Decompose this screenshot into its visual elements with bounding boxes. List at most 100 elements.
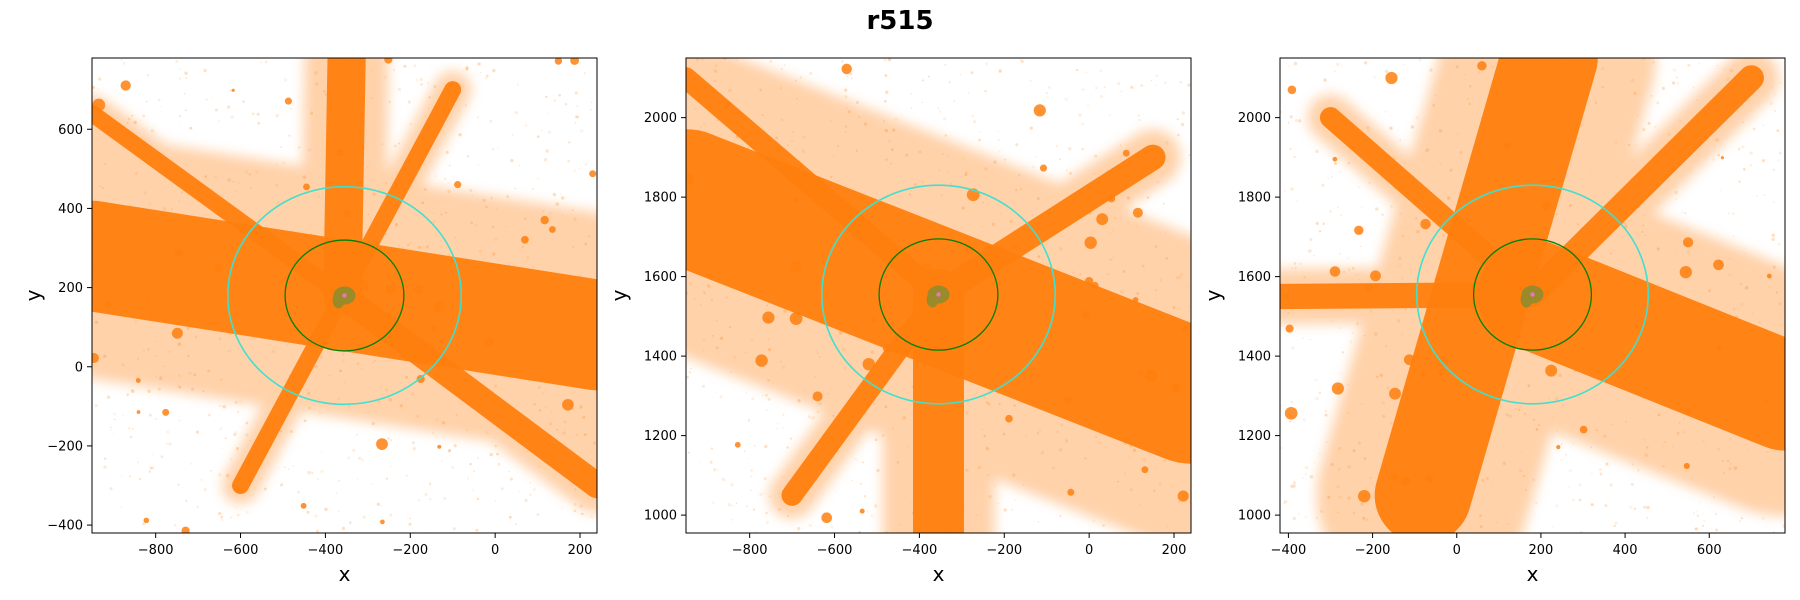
particle-point <box>765 393 768 397</box>
particle-point <box>179 68 181 70</box>
particle-point <box>284 466 286 468</box>
particle-point <box>1330 175 1334 178</box>
particle-point <box>1692 86 1695 89</box>
particle-point <box>1347 257 1349 259</box>
particle-point <box>1357 186 1361 189</box>
subhalo-clump <box>1385 71 1398 85</box>
particle-point <box>518 164 521 167</box>
particle-point <box>1755 195 1758 198</box>
particle-point <box>1315 516 1319 520</box>
particle-point <box>524 498 528 503</box>
particle-point <box>1292 484 1297 488</box>
particle-point <box>1299 262 1302 266</box>
outer-radius-circle <box>1415 184 1650 405</box>
particle-point <box>1302 477 1304 479</box>
particle-point <box>497 463 501 466</box>
x-tick-label: 200 <box>1529 543 1554 558</box>
subhalo-clump <box>1329 266 1341 277</box>
particle-point <box>1384 69 1389 74</box>
subhalo-clump <box>231 88 235 92</box>
filament <box>333 81 462 304</box>
particle-point <box>517 83 519 86</box>
y-tick-label: 1000 <box>644 509 677 524</box>
particle-point <box>1565 453 1567 456</box>
subhalo-clump <box>882 343 892 353</box>
y-tick-label: 2000 <box>644 111 677 126</box>
y-tick-label: 1600 <box>644 270 677 285</box>
particle-point <box>418 499 421 502</box>
panel-1: −800 −600 −400 −200 0 200 −400 −200 0 200 400 600 x y <box>21 57 598 586</box>
particle-point <box>441 460 443 462</box>
particle-point <box>752 508 756 511</box>
particle-point <box>1289 115 1293 119</box>
particle-point <box>1302 418 1307 422</box>
particle-point <box>147 389 151 394</box>
particle-point <box>1373 75 1377 80</box>
subhalo-clump <box>790 261 802 272</box>
particle-point <box>1609 483 1613 487</box>
particle-point <box>160 455 164 459</box>
x-tick-label: −200 <box>392 543 428 558</box>
particle-point <box>545 95 548 99</box>
particle-point <box>220 515 223 519</box>
particle-point <box>1318 230 1322 233</box>
particle-point <box>971 114 974 118</box>
particle-point <box>1732 212 1735 215</box>
particle-point <box>445 150 449 154</box>
particle-point <box>1742 168 1746 171</box>
particle-point <box>412 447 416 451</box>
particle-point <box>1288 420 1292 423</box>
particle-point <box>257 121 261 125</box>
particle-point <box>108 492 110 494</box>
particle-point <box>218 472 222 477</box>
x-tick-label: −400 <box>902 543 938 558</box>
particle-point <box>1703 519 1706 522</box>
particle-point <box>245 421 249 425</box>
subhalo-clump <box>1420 218 1431 230</box>
particle-point <box>1293 262 1297 265</box>
particle-point <box>217 119 221 123</box>
particle-point <box>496 452 499 456</box>
subhalo-clump <box>1177 490 1189 502</box>
particle-point <box>1715 528 1718 532</box>
particle-point <box>1294 266 1297 269</box>
inner-radius-circle <box>878 238 999 351</box>
subhalo-clump <box>1579 425 1588 434</box>
particle-point <box>264 60 268 64</box>
particle-point <box>476 497 480 501</box>
filament <box>686 67 950 306</box>
particle-point <box>540 129 542 131</box>
y-tick-label: 2000 <box>1238 111 1271 126</box>
particle-point <box>292 465 295 467</box>
y-axis-label: y <box>21 289 45 301</box>
subhalo-clump <box>1354 225 1364 236</box>
particle-point <box>858 530 862 533</box>
particle-point <box>177 483 180 486</box>
plot-area <box>92 58 597 533</box>
particle-point <box>1176 118 1179 121</box>
particle-point <box>147 74 149 76</box>
particle-point <box>453 444 457 448</box>
particle-point <box>120 475 123 477</box>
particle-point <box>731 518 734 521</box>
particle-point <box>1327 177 1330 180</box>
particle-point <box>1777 159 1780 162</box>
subhalo-clump <box>484 337 494 347</box>
particle-point <box>1117 81 1121 86</box>
particle-point <box>564 103 568 106</box>
particle-point <box>998 150 1001 153</box>
particle-point <box>1590 472 1593 475</box>
subhalo-clump <box>549 226 556 233</box>
halo-center-marker <box>342 293 347 298</box>
particle-point <box>1381 213 1384 216</box>
particle-point <box>783 64 786 67</box>
particle-point <box>553 186 555 188</box>
particle-point <box>1560 459 1562 461</box>
subhalo-clump <box>1682 237 1694 248</box>
particle-point <box>120 58 123 61</box>
particle-point <box>1099 69 1103 73</box>
particle-point <box>558 93 561 97</box>
particle-point <box>1146 196 1150 199</box>
particle-point <box>1290 401 1293 404</box>
particle-point <box>1015 143 1019 147</box>
